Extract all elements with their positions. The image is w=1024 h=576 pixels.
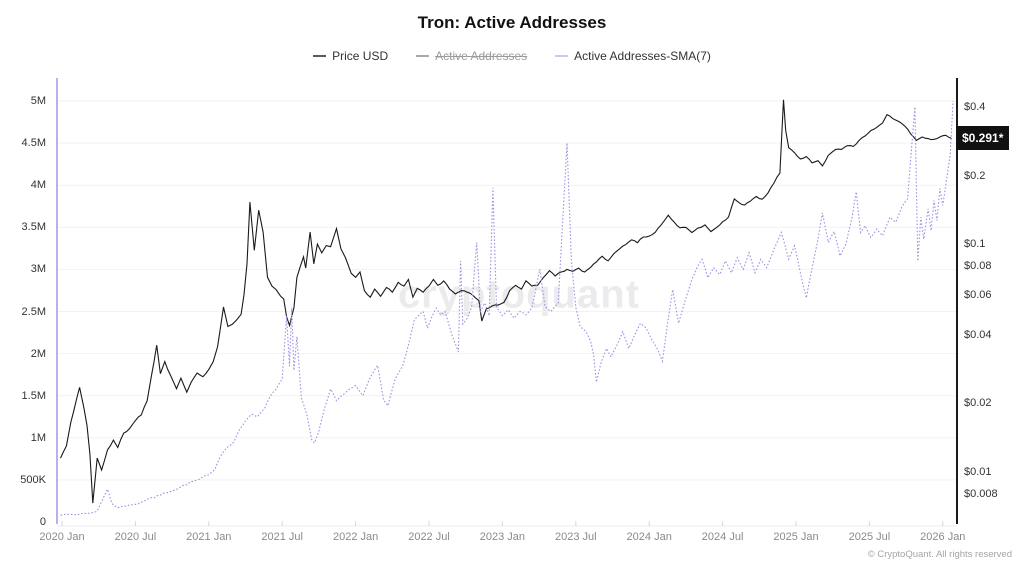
- active-addresses-sma-swatch-icon: [555, 55, 569, 57]
- right-axis-tick-label: $0.01: [964, 465, 992, 478]
- x-axis-tick-label: 2024 Jan: [626, 531, 672, 543]
- chart-legend: Price USD Active Addresses Active Addres…: [0, 49, 1024, 63]
- left-axis-tick-label: 3M: [30, 263, 46, 276]
- left-axis-tick-label: 2.5M: [21, 305, 46, 318]
- x-axis-tick-label: 2023 Jan: [479, 531, 526, 543]
- right-axis-tick-label: $0.4: [964, 101, 986, 113]
- x-axis-tick-label: 2023 Jul: [555, 531, 597, 543]
- right-axis-tick-label: $0.008: [964, 488, 998, 501]
- x-axis-tick-label: 2022 Jan: [332, 531, 379, 543]
- active-addresses-swatch-icon: [416, 55, 430, 57]
- x-axis-tick-label: 2020 Jan: [39, 531, 85, 543]
- legend-item-price-usd[interactable]: Price USD: [313, 49, 388, 63]
- current-price-badge: $0.291*: [956, 126, 1010, 150]
- left-axis-tick-label: 1.5M: [21, 389, 46, 402]
- x-axis-tick-label: 2021 Jul: [261, 531, 303, 543]
- right-axis-tick-label: $0.04: [964, 328, 992, 341]
- legend-label: Price USD: [332, 49, 389, 63]
- left-axis-tick-label: 4M: [30, 179, 46, 192]
- right-axis-tick-label: $0.2: [964, 169, 986, 182]
- right-axis-tick-label: $0.06: [964, 288, 992, 301]
- right-axis-tick-label: $0.1: [964, 238, 986, 251]
- x-axis-tick-label: 2021 Jan: [186, 531, 232, 543]
- left-axis-tick-label: 4.5M: [21, 137, 46, 150]
- left-axis-tick-label: 500K: [20, 473, 46, 486]
- left-axis-tick-label: 2M: [30, 347, 46, 360]
- x-axis-tick-label: 2022 Jul: [408, 531, 450, 543]
- x-axis-tick-label: 2026 Jan: [920, 531, 966, 543]
- legend-label: Active Addresses: [435, 49, 528, 63]
- left-axis-tick-label: 1M: [30, 431, 46, 444]
- cryptoquant-watermark: cryptoquant: [397, 272, 641, 317]
- x-axis-tick-label: 2024 Jul: [701, 531, 744, 543]
- legend-item-active-addresses[interactable]: Active Addresses: [416, 49, 527, 63]
- x-axis-tick-label: 2025 Jul: [848, 531, 891, 543]
- legend-item-active-addresses-sma[interactable]: Active Addresses-SMA(7): [555, 49, 711, 63]
- legend-label: Active Addresses-SMA(7): [574, 49, 711, 63]
- copyright-text: © CryptoQuant. All rights reserved: [867, 549, 1012, 560]
- left-axis-tick-label: 0: [39, 516, 46, 528]
- price-usd-swatch-icon: [313, 55, 327, 57]
- left-axis-tick-label: 3.5M: [21, 221, 46, 234]
- left-axis-tick-label: 5M: [30, 95, 46, 107]
- price-usd-line: [60, 99, 952, 504]
- right-axis-tick-label: $0.08: [964, 260, 992, 273]
- active-addresses-sma-line: [60, 100, 954, 516]
- x-axis-tick-label: 2025 Jan: [773, 531, 819, 543]
- right-axis-tick-label: $0.02: [964, 397, 992, 410]
- page-title: Tron: Active Addresses: [417, 13, 607, 32]
- x-axis-tick-label: 2020 Jul: [114, 531, 157, 543]
